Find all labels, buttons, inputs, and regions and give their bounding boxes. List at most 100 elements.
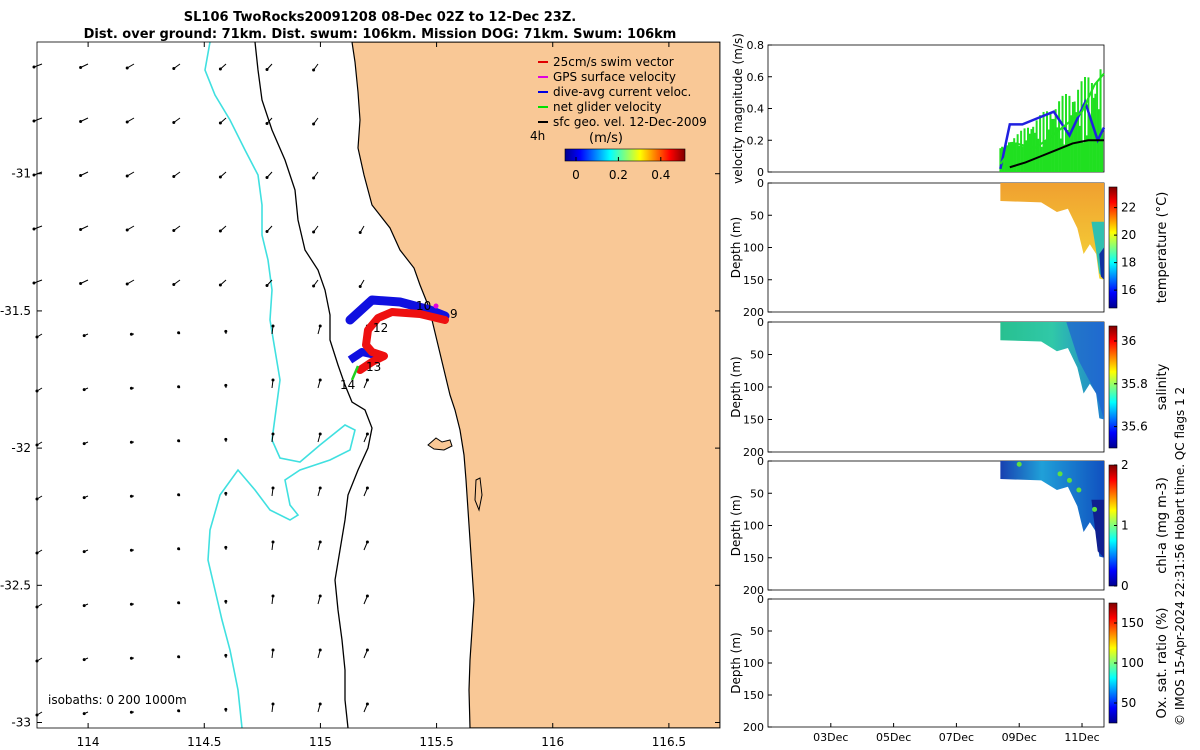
land-polygon: [351, 42, 720, 728]
vector-arrow: [35, 549, 43, 555]
vector-head: [125, 66, 129, 70]
y-tick-label: 0.2: [747, 134, 765, 147]
vector-arrow: [271, 432, 275, 443]
vector-arrow: [177, 655, 181, 659]
vector-arrow: [32, 225, 43, 231]
legend-label: GPS surface velocity: [553, 70, 676, 84]
low-salinity-patch: [1066, 322, 1104, 420]
x-tick-label: 114: [77, 735, 100, 749]
vector-arrow: [224, 599, 228, 605]
velocity-series-line: [999, 72, 1105, 165]
vector-head: [218, 67, 222, 71]
y-tick-label: 150: [743, 274, 764, 287]
colorbar-label: salinity: [1155, 363, 1170, 410]
vector-head: [265, 230, 269, 233]
y-tick-label: 0: [757, 166, 764, 179]
vector-arrow: [32, 63, 43, 69]
colorbar-tick-label: 22: [1121, 201, 1136, 215]
vector-arrow: [177, 385, 181, 389]
vector-arrow: [177, 439, 181, 443]
vector-head: [271, 378, 275, 382]
vector-head: [172, 67, 176, 70]
vector-head: [125, 174, 129, 178]
y-tick-label: 150: [743, 689, 764, 702]
island: [427, 437, 453, 451]
vector-arrow: [35, 441, 43, 447]
map-frame: [36, 41, 721, 729]
vector-arrow: [125, 63, 135, 70]
map-axes: 114 114.5 115 115.5 116 116.5 -31 -31.5 -32 -32.5…: [0, 42, 720, 749]
vector-head: [177, 655, 181, 659]
vector-head: [358, 231, 362, 234]
colorbar-tick-label: 18: [1121, 256, 1136, 270]
colorbar-tick-label: 150: [1121, 616, 1144, 630]
vector-arrow: [35, 603, 43, 609]
y-tick-label: -33: [11, 716, 31, 730]
vector-head: [218, 121, 222, 125]
vector-arrow: [35, 657, 43, 663]
vector-head: [35, 551, 39, 555]
vector-head: [129, 602, 133, 606]
day-label: 14: [340, 378, 355, 392]
vector-head: [218, 175, 222, 179]
colorbar-tick-label: 2: [1121, 458, 1129, 472]
gps-surface-point: [433, 303, 439, 309]
vector-arrow: [35, 387, 43, 393]
vector-head: [365, 594, 369, 598]
garden-island: [474, 477, 483, 512]
current-vector-field: [32, 63, 369, 717]
vector-arrow: [363, 432, 369, 443]
vector-arrow: [32, 279, 43, 285]
vector-head: [172, 283, 176, 286]
y-tick-label: 100: [743, 381, 764, 394]
vector-head: [172, 121, 176, 124]
vector-head: [129, 548, 133, 552]
vector-head: [312, 284, 316, 288]
x-tick-label: 115.5: [419, 735, 453, 749]
y-tick-label: -31: [11, 167, 31, 181]
chl-dot: [1016, 461, 1022, 467]
vector-head: [82, 334, 86, 338]
vector-head: [271, 594, 275, 598]
vector-arrow: [317, 324, 322, 335]
vector-head: [318, 702, 322, 706]
vector-head: [177, 547, 181, 551]
vector-arrow: [125, 225, 135, 232]
vector-head: [318, 378, 322, 382]
vector-arrow: [312, 63, 319, 72]
vector-head: [177, 493, 181, 497]
vector-head: [172, 175, 176, 178]
x-tick-label: 03Dec: [813, 731, 848, 744]
vector-head: [125, 282, 129, 286]
dive-avg-current-track: [345, 295, 450, 325]
y-tick-label: 200: [743, 306, 764, 319]
section-frame: [767, 598, 1105, 728]
vector-head: [265, 284, 269, 287]
y-tick-label: -32: [11, 441, 31, 455]
vector-head: [224, 437, 228, 441]
velocity-series-line: [1009, 139, 1104, 169]
day-label: 10: [416, 299, 431, 313]
vector-arrow: [129, 332, 135, 336]
vector-head: [365, 378, 369, 382]
vector-arrow: [79, 171, 89, 177]
vector-arrow: [177, 601, 181, 605]
speed-colorbar-ticks: 0 0.2 0.4: [572, 157, 670, 182]
y-tick-label: 100: [743, 657, 764, 670]
vector-head: [177, 331, 181, 335]
section-panel: 0 50 100 150 200 Depth (m) 16 18 20 22 temperature…: [729, 177, 1170, 319]
vector-head: [177, 601, 181, 605]
vector-arrow: [271, 540, 275, 551]
vector-head: [82, 496, 86, 500]
vector-head: [82, 712, 86, 716]
y-tick-label: 50: [750, 209, 764, 222]
y-axis-label: Depth (m): [729, 495, 743, 556]
vector-head: [318, 540, 322, 544]
vector-arrow: [224, 329, 228, 335]
vector-head: [129, 656, 133, 660]
vector-head: [35, 335, 39, 339]
